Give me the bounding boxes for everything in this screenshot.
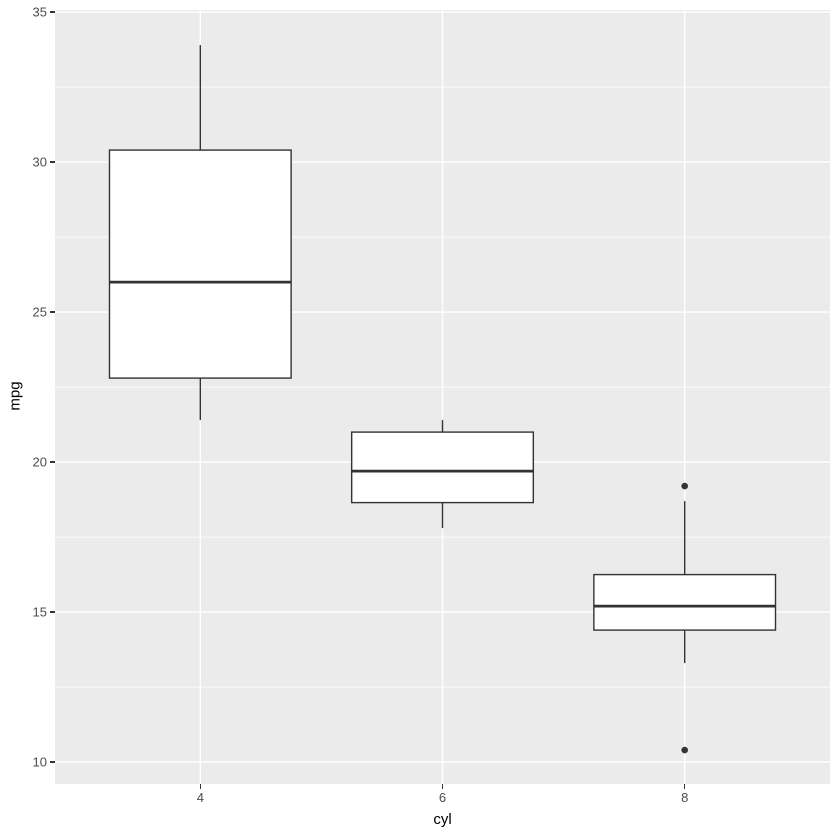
x-tick-label: 6 [438,790,447,805]
y-tick-mark [50,461,55,463]
y-tick-mark [50,611,55,613]
plot-panel [55,10,830,784]
x-axis-title: cyl [433,811,452,828]
y-tick-label: 15 [32,604,47,620]
boxplot-cyl-4 [108,45,292,421]
x-tick-mark [441,784,444,789]
y-tick-mark [50,311,55,313]
y-axis-title: mpg [6,381,24,411]
y-tick-label: 20 [32,454,47,470]
y-tick-label: 25 [32,304,47,320]
iqr-box [350,431,535,504]
outlier-point [681,482,688,490]
iqr-box [593,573,777,631]
x-tick-label: 8 [681,790,689,805]
x-tick-label: 4 [196,790,204,805]
boxplot-cyl-6 [350,420,535,529]
x-tick-mark [199,784,201,789]
y-tick-mark [50,11,55,13]
y-tick-label: 30 [32,154,47,170]
y-tick-label: 10 [32,754,47,770]
iqr-box [108,149,292,379]
boxplot-canvas [55,10,830,784]
boxplot-cyl-8 [593,482,777,754]
y-tick-mark [50,161,55,163]
y-tick-mark [50,761,55,763]
outlier-point [681,746,688,754]
y-tick-label: 35 [32,4,47,20]
x-tick-mark [683,784,686,789]
